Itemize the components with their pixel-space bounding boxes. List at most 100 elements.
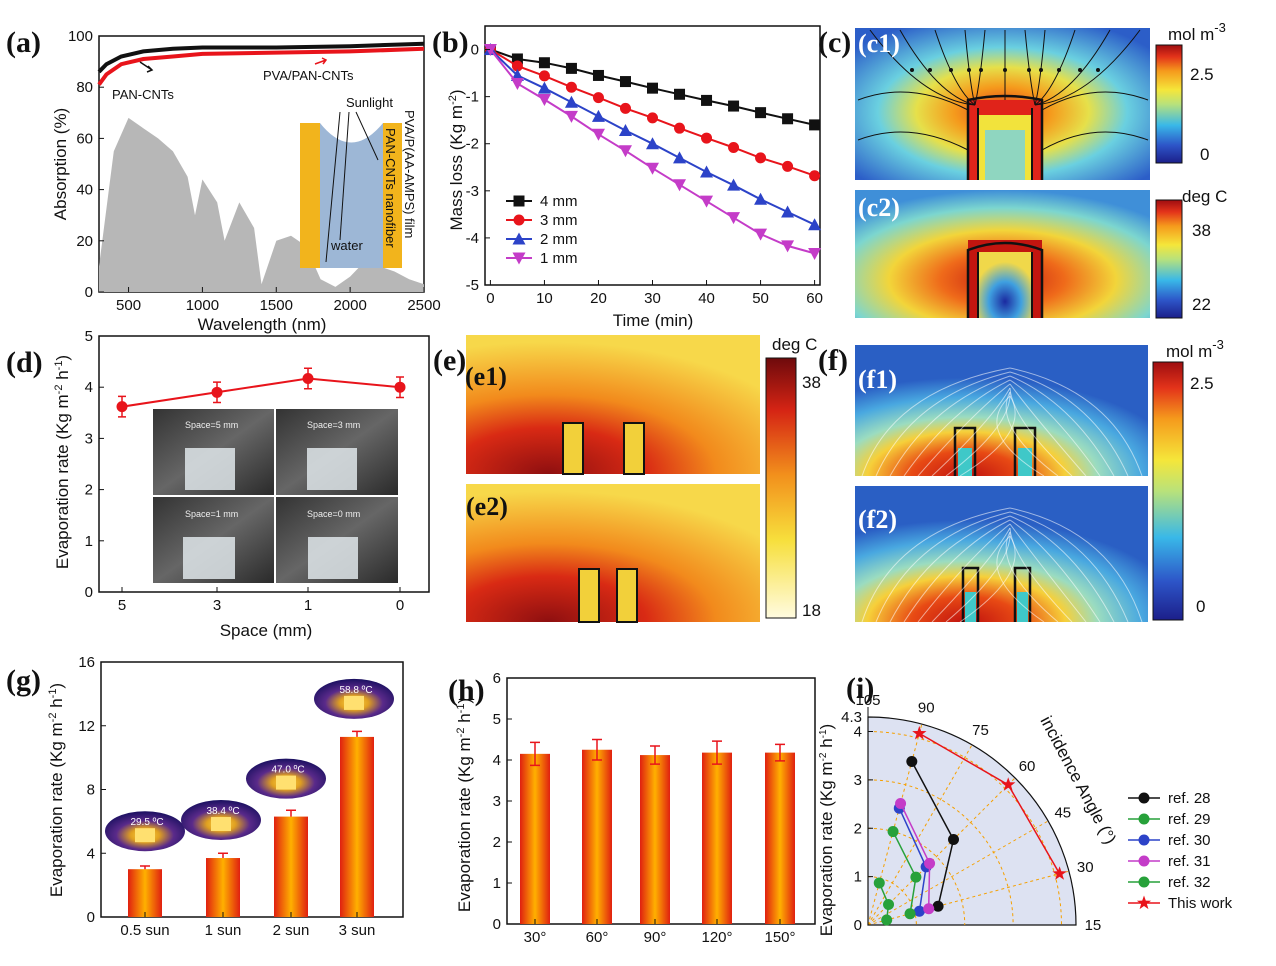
solar-spectrum-area (99, 117, 424, 293)
colorbar-c1 (1155, 44, 1183, 164)
point-3-mm-12 (809, 170, 821, 182)
point-i-3-1 (924, 857, 936, 869)
x-tick-b-1: 10 (536, 290, 553, 307)
legend-label-1: 3 mm (540, 212, 578, 229)
streamline-f2-l-5 (931, 527, 1011, 623)
legend-i-marker-4 (1138, 876, 1150, 888)
streamline-2 (934, 29, 976, 106)
legend-b: 4 mm 3 mm 2 mm 1 mm (506, 193, 578, 267)
point-i-5-1 (1001, 777, 1016, 791)
streamline-f2-l-1 (875, 511, 1011, 623)
sunlight-label: Sunlight (346, 95, 393, 110)
x-tick-h-1: 60° (586, 929, 609, 946)
thermal-sample-0 (135, 828, 155, 843)
photo-grid: Space=5 mm Space=3 mm Space=1 mm Space=0… (153, 409, 398, 583)
errorbar-g-0 (140, 865, 150, 870)
y-tick-h-4: 4 (493, 752, 501, 769)
thermal-label-0: 29.5 ºC (130, 817, 163, 828)
streamline-f2-r-7 (996, 535, 1045, 623)
legend-i-marker-5 (1136, 895, 1152, 910)
colorbar-tick-f-max: 2.5 (1190, 374, 1214, 393)
point-1-mm-3 (564, 110, 578, 123)
polar-rtick-2: 2 (854, 820, 862, 837)
streamline-arrow-4 (979, 68, 983, 72)
point-3-mm-11 (782, 160, 794, 172)
streamline-f1-r-1 (1009, 371, 1129, 477)
point-3-mm-8 (701, 132, 713, 144)
streamline-4 (974, 29, 986, 106)
photo-caption-1: Space=1 mm (185, 509, 238, 519)
point-2-mm-10 (754, 192, 768, 205)
point-i-3-0 (895, 798, 907, 810)
sub-label-c1: (c1) (858, 29, 900, 58)
sub-label-f2: (f2) (858, 505, 897, 534)
thermal-sample-1 (211, 817, 231, 832)
x-tick-g-0: 0.5 sun (120, 922, 169, 939)
streamline-f1-l-5 (931, 387, 1011, 477)
streamline-7 (1034, 29, 1046, 106)
streamline-arrow-1 (928, 68, 932, 72)
x-label-a: Wavelength (nm) (198, 315, 327, 334)
y-tick-a-2: 40 (76, 182, 93, 199)
y-tick-a-3: 60 (76, 130, 93, 147)
point-3-mm-1 (511, 60, 523, 72)
series-pva-pan-cnts (97, 46, 425, 86)
point-3-mm-9 (728, 141, 740, 153)
colorbar-f (1152, 361, 1184, 621)
streamline-f1-r-5 (1009, 387, 1073, 477)
polar-rtick-4: 4 (854, 724, 862, 741)
photo-caption-3: Space=3 mm (307, 420, 360, 430)
polar-angle-tick-1: 90 (918, 700, 935, 717)
legend-i-marker-2 (1138, 834, 1150, 846)
series-d (121, 377, 401, 408)
streamline-arrow-6 (1027, 68, 1031, 72)
panel-label-e: (e) (433, 344, 466, 377)
map-f1 (855, 345, 1148, 476)
colorbar-tick-c1-max: 2.5 (1190, 65, 1214, 84)
y-tick-d-5: 5 (85, 328, 93, 345)
annotation-pan-cnts: PAN-CNTs (112, 87, 174, 102)
y-label-i: Evaporation rate (Kg m-2 h-1) (817, 724, 836, 936)
streamline-f1-l-6 (945, 391, 1011, 477)
side-streamline-l-0 (857, 91, 969, 111)
legend-marker-2 (512, 232, 526, 245)
streamline-arrow-0 (910, 68, 914, 72)
x-tick-h-2: 90° (644, 929, 667, 946)
polar-angle-tick-0: 105 (855, 692, 880, 709)
x-tick-a-4: 2500 (407, 297, 440, 314)
arrow-pan (139, 61, 154, 73)
streamline-f1-r-4 (1009, 383, 1087, 477)
x-tick-b-5: 50 (752, 290, 769, 307)
streamline-f2-l-6 (945, 531, 1011, 623)
colorbar-e (765, 357, 797, 619)
arrow-pva (314, 57, 328, 65)
y-tick-g-3: 12 (78, 718, 95, 735)
point-1-mm-0 (483, 44, 497, 57)
streamline-f2-r-0 (1009, 507, 1143, 623)
streamline-f1-l-3 (903, 379, 1011, 477)
y-tick-d-2: 2 (85, 482, 93, 499)
x-tick-b-3: 30 (644, 290, 661, 307)
panel-label-i: (i) (846, 672, 874, 705)
panel-c: (c) (c1) (c2) mol m-3 2.5 0 deg C 38 22 (818, 20, 1227, 319)
streamline-1 (899, 29, 976, 106)
errorbar-g-3 (352, 730, 362, 737)
point-4-mm-4 (592, 69, 604, 81)
streamline-arrow-8 (1057, 68, 1061, 72)
point-2-mm-3 (564, 95, 578, 108)
point-i-2-2 (913, 905, 925, 917)
annotation-pva-pan-cnts: PVA/PAN-CNTs (263, 68, 354, 83)
y-tick-g-1: 4 (87, 845, 95, 862)
polar-angle-tick-3: 60 (1019, 758, 1036, 775)
streamline-f2-l-7 (959, 535, 1016, 623)
y-label-g: Evaporation rate (Kg m-2 h-1) (47, 683, 66, 897)
y-tick-b-1: -1 (466, 89, 479, 106)
flux-streamlines-f (861, 367, 1143, 623)
x-tick-d-0: 5 (118, 597, 126, 614)
streamline-f1-r-3 (1009, 379, 1101, 477)
streamline-3 (964, 29, 976, 106)
x-tick-a-0: 500 (116, 297, 141, 314)
thermal-sample-2 (276, 775, 296, 790)
streamline-arrow-5 (1003, 68, 1007, 72)
x-tick-b-6: 60 (806, 290, 823, 307)
